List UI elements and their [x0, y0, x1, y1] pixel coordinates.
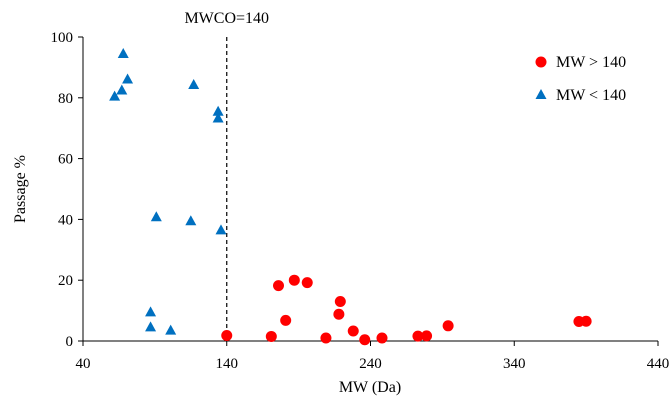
data-point-triangle [212, 112, 224, 123]
data-point-circle [347, 325, 359, 337]
x-tick-label: 140 [216, 356, 239, 372]
data-point-triangle [116, 84, 128, 95]
data-point-circle [301, 277, 313, 289]
y-tick-label: 40 [58, 212, 73, 228]
y-tick-label: 60 [58, 152, 73, 168]
data-point-triangle [145, 306, 157, 317]
data-point-circle [280, 314, 292, 326]
data-point-circle [288, 274, 300, 286]
mwco-annotation: MWCO=140 [184, 10, 269, 27]
y-tick-label: 20 [58, 273, 73, 289]
legend-label: MW < 140 [556, 87, 626, 104]
data-point-circle [334, 295, 346, 307]
legend-label: MW > 140 [556, 54, 626, 71]
data-point-circle [442, 320, 454, 332]
data-points [109, 48, 592, 346]
data-point-triangle [188, 79, 200, 90]
data-point-triangle [122, 73, 134, 84]
data-point-triangle [165, 324, 177, 335]
data-point-circle [580, 315, 592, 327]
x-tick-label: 340 [503, 356, 526, 372]
data-point-circle [333, 308, 345, 320]
data-point-triangle [117, 48, 129, 59]
x-tick-label: 240 [359, 356, 382, 372]
y-tick-label: 100 [51, 30, 74, 46]
legend-marker [535, 56, 547, 68]
x-tick-label: 40 [76, 356, 91, 372]
x-tick-label: 440 [647, 356, 669, 372]
x-axis-title: MW (Da) [339, 379, 401, 396]
data-point-triangle [215, 224, 227, 235]
y-axis-ticks: 0 20 40 60 80 100 [51, 30, 83, 350]
data-point-triangle [150, 211, 162, 222]
y-tick-label: 0 [66, 334, 74, 350]
data-point-circle [320, 332, 332, 344]
data-point-triangle [109, 90, 121, 101]
data-point-circle [376, 332, 388, 344]
y-tick-label: 80 [58, 91, 73, 107]
x-axis-ticks: 40 140 240 340 440 [76, 341, 669, 372]
data-point-triangle [212, 105, 224, 116]
y-axis-title: Passage % [12, 155, 29, 223]
legend-marker [535, 89, 547, 99]
data-point-triangle [185, 215, 197, 226]
data-point-circle [359, 334, 371, 346]
data-point-circle [265, 330, 277, 342]
data-point-circle [221, 330, 233, 342]
data-point-triangle [145, 321, 157, 332]
data-point-circle [412, 330, 424, 342]
legend: MW > 140 MW < 140 [535, 54, 626, 104]
data-point-circle [273, 280, 284, 292]
data-point-circle [421, 330, 433, 342]
plot-area: 0 20 40 60 80 100 40 140 240 340 440 MWCO=140 [51, 10, 669, 372]
